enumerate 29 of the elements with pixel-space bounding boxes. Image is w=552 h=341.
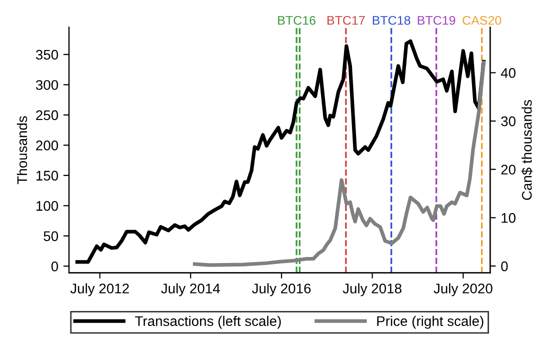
- y-tick-label: 300: [36, 80, 58, 90]
- legend-label: Transactions (left scale): [135, 316, 281, 329]
- ref-line-label: CAS20: [462, 16, 502, 25]
- line-series: [75, 39, 486, 264]
- y2-tick-label: 20: [501, 164, 516, 175]
- x-tick-label: July 2020: [434, 283, 492, 296]
- ref-line-label: BTC17: [328, 16, 365, 25]
- y2-tick-label: 30: [501, 116, 516, 126]
- y2-tick-label: 0: [501, 261, 508, 272]
- legend-label: Price (right scale): [377, 316, 484, 329]
- y-tick-label: 350: [36, 50, 58, 60]
- y2-tick-label: 10: [502, 213, 516, 223]
- ref-line-label: BTC19: [418, 16, 456, 25]
- ref-line-label: BTC16: [278, 16, 316, 25]
- y2-axis-title: Can$ thousands: [521, 100, 533, 200]
- x-tick-label: July 2012: [70, 283, 129, 296]
- y-tick-label: 50: [44, 231, 58, 242]
- y-tick-label: 100: [36, 201, 58, 211]
- y-tick-label: 200: [36, 140, 58, 150]
- line-series: [192, 60, 486, 267]
- y2-tick-label: 40: [500, 68, 516, 78]
- ref-line-label: BTC18: [372, 16, 410, 25]
- y-tick-label: 150: [36, 170, 58, 181]
- y-tick-label: 250: [36, 110, 58, 120]
- y-axis-title: Thousands: [16, 116, 28, 184]
- y-tick-label: 0: [51, 261, 58, 272]
- x-tick-label: July 2016: [252, 283, 311, 296]
- x-tick-label: July 2014: [161, 283, 220, 296]
- x-tick-label: July 2018: [342, 283, 402, 296]
